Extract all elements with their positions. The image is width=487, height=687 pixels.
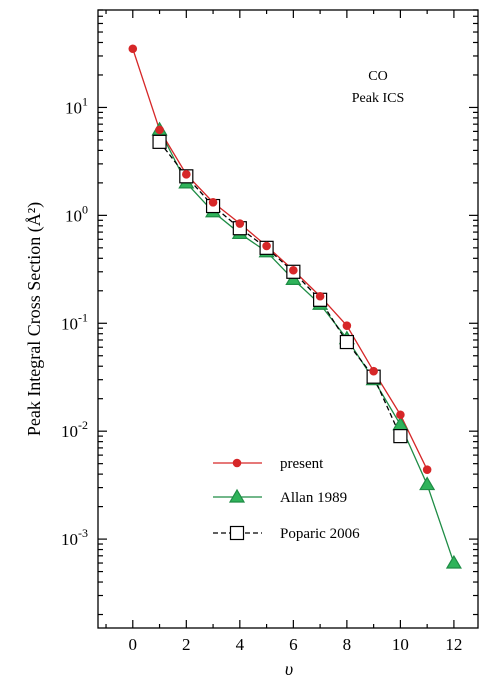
legend-label-1: Allan 1989 [280, 490, 347, 506]
x-tick-label: 8 [343, 635, 352, 654]
data-point-1 [419, 476, 436, 491]
data-point-0 [342, 321, 352, 330]
y-tick-label: 101 [65, 94, 88, 117]
legend-marker-2 [229, 525, 245, 541]
legend: present Allan 1989 Poparic 2006 [213, 456, 360, 542]
x-tick-label: 2 [182, 635, 191, 654]
data-point-0 [128, 44, 138, 54]
series-line-2 [159, 141, 401, 437]
data-point-0 [396, 410, 405, 420]
plot-frame [97, 9, 479, 629]
data-point-0 [262, 241, 271, 251]
x-tick-label: 10 [392, 635, 409, 654]
y-tick-label: 100 [65, 202, 88, 225]
series-layer [128, 44, 462, 569]
data-point-0 [422, 465, 432, 474]
y-tick-label: 10-2 [61, 418, 88, 441]
legend-marker-0 [232, 458, 242, 468]
data-point-0 [235, 219, 245, 228]
x-axis-label: υ [285, 659, 293, 679]
data-point-2 [339, 334, 354, 350]
legend-label-2: Poparic 2006 [280, 526, 360, 542]
data-point-0 [208, 198, 218, 207]
x-tick-label: 0 [129, 635, 138, 654]
data-point-0 [369, 366, 378, 376]
data-point-2 [152, 134, 167, 149]
data-point-0 [315, 291, 325, 301]
y-tick-label: 10-1 [61, 310, 88, 333]
annotation-line-2: Peak ICS [352, 91, 405, 106]
x-tick-label: 4 [236, 635, 245, 654]
legend-marker-1 [228, 488, 246, 503]
axis-ticks: 0 2 4 6 8 10 12 10-3 10-2 10-1 100 101 [61, 9, 478, 654]
annotation-line-1: CO [368, 69, 387, 84]
data-point-1 [445, 554, 462, 569]
x-tick-label: 12 [445, 635, 462, 654]
y-axis-label: Peak Integral Cross Section (Å²) [24, 202, 45, 436]
data-point-0 [182, 170, 191, 179]
y-tick-label: 10-3 [61, 526, 88, 549]
data-point-0 [289, 265, 298, 275]
legend-label-0: present [280, 456, 324, 472]
x-tick-label: 6 [289, 635, 298, 654]
data-point-2 [393, 429, 408, 444]
data-point-0 [155, 125, 164, 135]
